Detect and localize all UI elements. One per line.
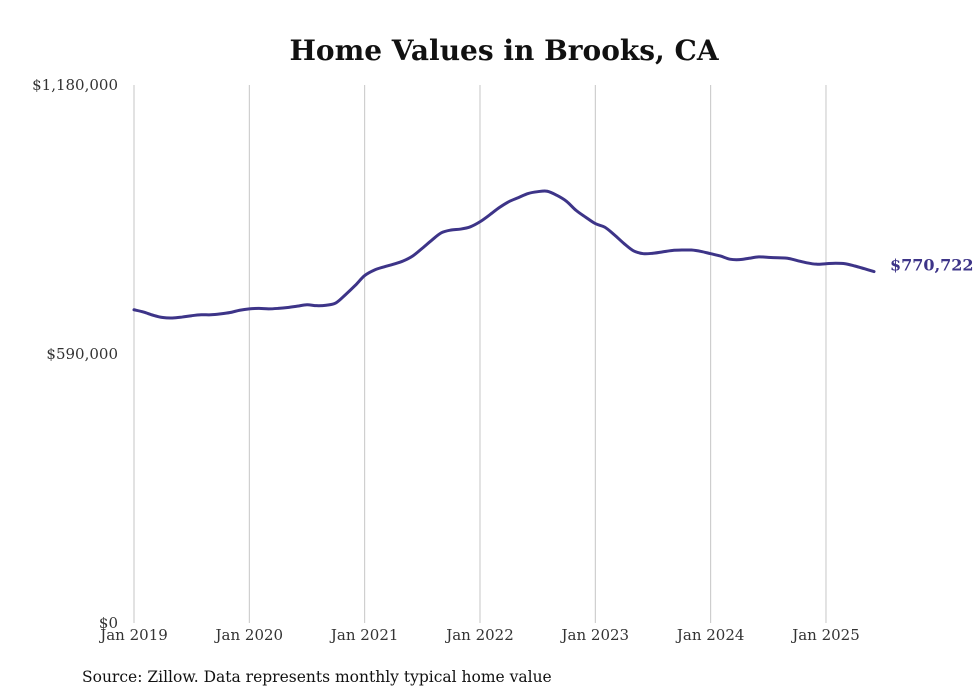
chart-title: Home Values in Brooks, CA <box>289 34 719 67</box>
end-value-label: $770,722 <box>890 256 974 275</box>
x-tick-label: Jan 2019 <box>98 626 168 644</box>
x-tick-label: Jan 2023 <box>560 626 630 644</box>
y-axis-ticks: $0 $590,000 $1,180,000 <box>32 76 118 632</box>
source-note: Source: Zillow. Data represents monthly … <box>82 668 552 686</box>
home-value-line <box>132 189 876 320</box>
x-tick-label: Jan 2022 <box>444 626 514 644</box>
y-tick-label: $0 <box>99 614 118 632</box>
x-axis-ticks: Jan 2019 Jan 2020 Jan 2021 Jan 2022 Jan 2023… <box>98 626 860 644</box>
x-tick-label: Jan 2025 <box>790 626 860 644</box>
x-tick-label: Jan 2021 <box>329 626 399 644</box>
y-tick-label: $1,180,000 <box>32 76 118 94</box>
series-layer: $770,722 <box>132 189 974 320</box>
x-tick-label: Jan 2024 <box>675 626 745 644</box>
x-tick-label: Jan 2020 <box>214 626 284 644</box>
vertical-gridlines <box>133 85 827 623</box>
y-tick-label: $590,000 <box>46 345 118 363</box>
